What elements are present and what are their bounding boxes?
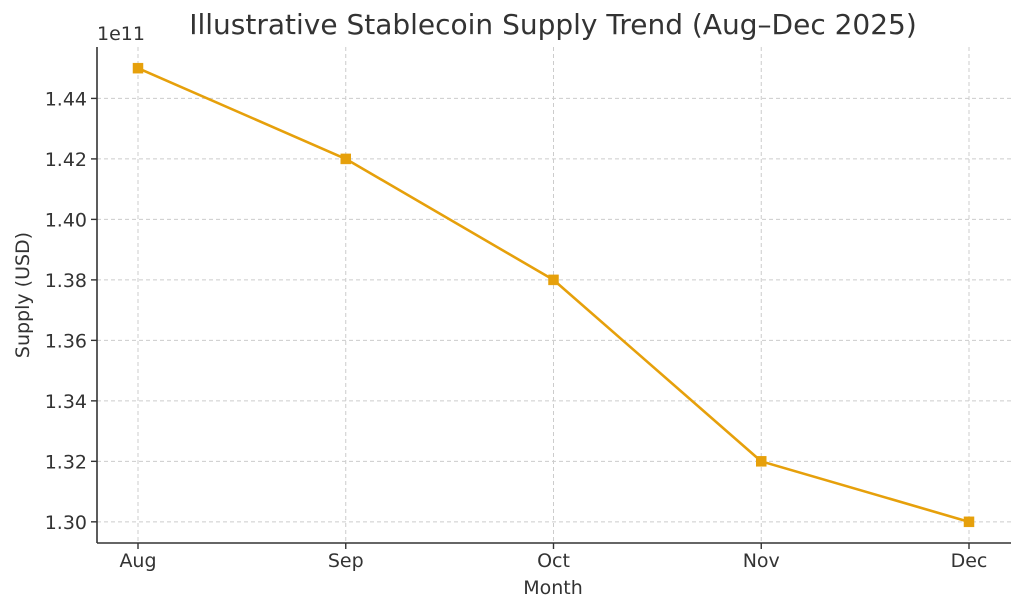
- data-point-marker: [963, 516, 975, 528]
- y-offset-label: 1e11: [97, 23, 145, 45]
- data-point-marker: [756, 456, 767, 467]
- x-tick-label: Sep: [328, 550, 364, 572]
- data-point-marker: [132, 62, 144, 74]
- y-tick-label: 1.44: [45, 88, 87, 110]
- y-tick-label: 1.32: [45, 451, 87, 473]
- data-point-marker: [548, 274, 559, 286]
- x-tick-label: Dec: [951, 550, 988, 572]
- y-tick-label: 1.30: [45, 512, 87, 534]
- y-tick-label: 1.38: [45, 270, 87, 292]
- data-point-marker: [340, 153, 351, 165]
- x-tick-label: Nov: [743, 550, 780, 572]
- y-tick-label: 1.36: [45, 330, 87, 352]
- series-layer: [132, 62, 975, 528]
- y-tick-label: 1.40: [45, 209, 87, 231]
- ticks: 1.30 1.32 1.34 1.36 1.38 1.40 1.42 1.44 Aug Sep Oc…: [45, 88, 988, 572]
- x-tick-label: Aug: [119, 550, 156, 572]
- grid: [97, 47, 1011, 543]
- x-tick-label: Oct: [537, 550, 570, 572]
- x-axis-label: Month: [523, 577, 583, 599]
- y-axis-label: Supply (USD): [12, 232, 34, 358]
- y-tick-label: 1.42: [45, 149, 87, 171]
- chart-title: Illustrative Stablecoin Supply Trend (Au…: [189, 8, 917, 41]
- y-tick-label: 1.34: [45, 391, 87, 413]
